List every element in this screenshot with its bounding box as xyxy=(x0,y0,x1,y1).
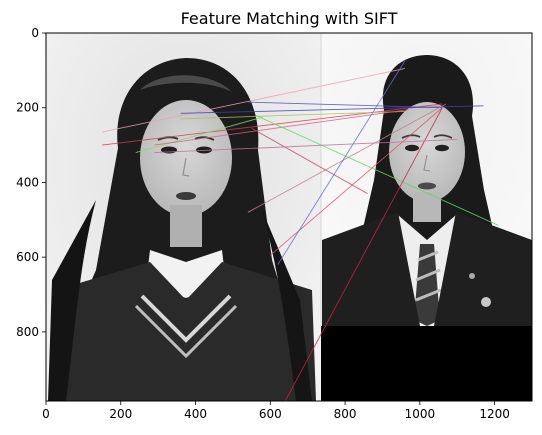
y-tick-label: 0 xyxy=(31,26,39,40)
x-tick-label: 400 xyxy=(184,407,207,421)
match-line xyxy=(277,60,406,265)
y-tick-label: 600 xyxy=(16,250,39,264)
chart-title: Feature Matching with SIFT xyxy=(181,9,398,28)
match-line xyxy=(255,114,499,226)
x-tick-label: 800 xyxy=(334,407,357,421)
y-tick-label: 800 xyxy=(16,325,39,339)
x-tick-label: 1000 xyxy=(405,407,436,421)
match-line xyxy=(135,116,263,153)
match-line xyxy=(251,127,368,195)
right-portrait xyxy=(321,33,532,326)
axes-frame xyxy=(45,32,533,402)
match-line xyxy=(180,111,405,120)
match-line xyxy=(247,101,443,109)
black-padding xyxy=(321,326,532,401)
match-line xyxy=(154,139,458,154)
y-tick-label: 400 xyxy=(16,175,39,189)
image-area xyxy=(46,33,532,401)
x-tick-label: 1200 xyxy=(479,407,510,421)
y-tick-label: 200 xyxy=(16,101,39,115)
match-line xyxy=(247,103,447,213)
y-axis: 0 200 400 600 800 xyxy=(16,26,46,339)
x-tick-label: 0 xyxy=(42,407,50,421)
x-axis: 0 200 400 600 800 1000 1200 xyxy=(42,401,510,421)
x-tick-label: 600 xyxy=(259,407,282,421)
left-portrait xyxy=(46,33,321,401)
x-tick-label: 200 xyxy=(109,407,132,421)
match-lines xyxy=(101,60,499,401)
match-line xyxy=(101,68,405,133)
match-line xyxy=(102,103,443,146)
match-line xyxy=(284,107,443,401)
